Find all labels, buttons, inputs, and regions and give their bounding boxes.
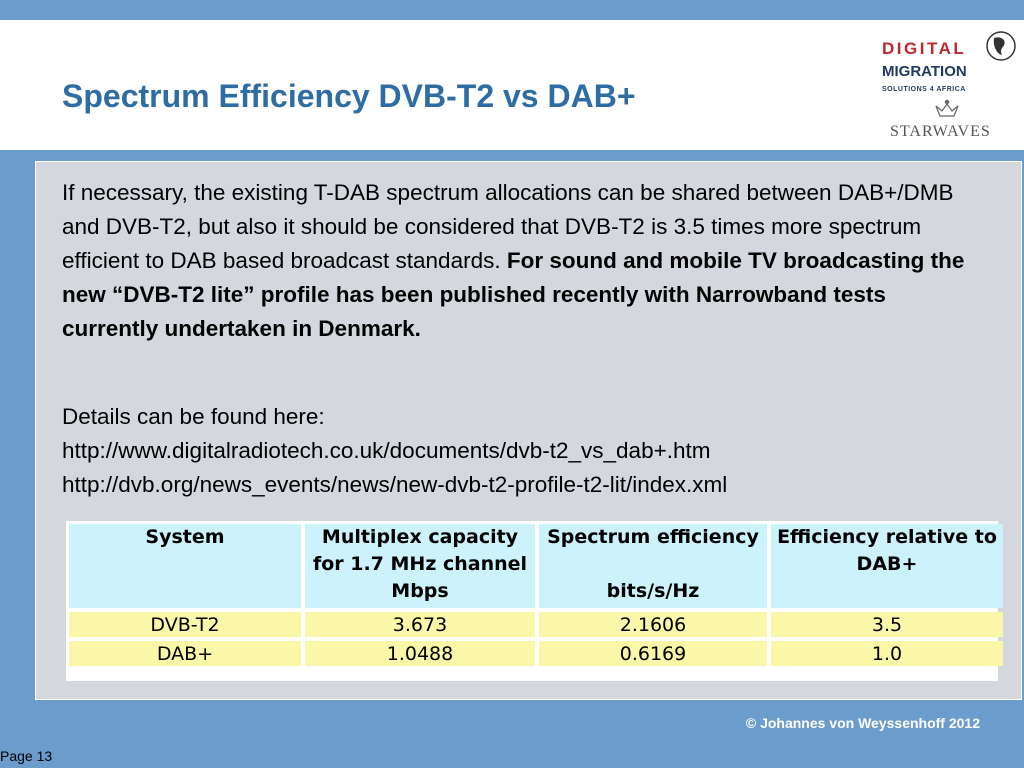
- cell-capacity: 3.673: [305, 612, 535, 637]
- header-system: System: [69, 524, 301, 608]
- link-dvb-org[interactable]: http://dvb.org/news_events/news/new-dvb-…: [62, 472, 728, 497]
- intro-regular-text: If necessary, the existing T-DAB spectru…: [62, 180, 954, 273]
- logo-line3: SOLUTIONS 4 AFRICA: [882, 86, 966, 93]
- header-efficiency-relative: Efficiency relative to DAB+: [771, 524, 1003, 608]
- table-row: DVB-T2 3.673 2.1606 3.5: [69, 612, 1003, 637]
- crown-icon: [935, 99, 959, 117]
- table-header-row: System Multiplex capacity for 1.7 MHz ch…: [69, 524, 1003, 608]
- details-label: Details can be found here:: [62, 404, 325, 429]
- cell-relative: 1.0: [771, 641, 1003, 666]
- copyright-footer: © Johannes von Weyssenhoff 2012: [745, 715, 980, 731]
- digital-migration-logo: DIGITAL MIGRATION SOLUTIONS 4 AFRICA STA…: [882, 31, 1016, 140]
- comparison-table: System Multiplex capacity for 1.7 MHz ch…: [65, 520, 1007, 670]
- intro-bold-text: For sound and mobile TV broadcasting the…: [62, 248, 965, 341]
- slide-header: [0, 20, 1024, 150]
- cell-system: DVB-T2: [69, 612, 301, 637]
- details-block: Details can be found here: http://www.di…: [62, 400, 982, 502]
- logo-line1: DIGITAL: [882, 39, 966, 58]
- logo-line2: MIGRATION: [882, 63, 967, 80]
- cell-capacity: 1.0488: [305, 641, 535, 666]
- comparison-table-frame: System Multiplex capacity for 1.7 MHz ch…: [66, 521, 1003, 681]
- header-spectrum-efficiency: Spectrum efficiency bits/s/Hz: [539, 524, 767, 608]
- top-strip: [0, 0, 1024, 20]
- header-multiplex-capacity: Multiplex capacity for 1.7 MHz channel M…: [305, 524, 535, 608]
- link-digitalradiotech[interactable]: http://www.digitalradiotech.co.uk/docume…: [62, 438, 711, 463]
- globe-icon: [986, 31, 1016, 61]
- cell-efficiency: 0.6169: [539, 641, 767, 666]
- cell-relative: 3.5: [771, 612, 1003, 637]
- logo-brand: STARWAVES: [890, 123, 991, 140]
- table-row: DAB+ 1.0488 0.6169 1.0: [69, 641, 1003, 666]
- cell-system: DAB+: [69, 641, 301, 666]
- slide-title: Spectrum Efficiency DVB-T2 vs DAB+: [62, 78, 636, 114]
- cell-efficiency: 2.1606: [539, 612, 767, 637]
- page-number: Page 13: [0, 748, 53, 764]
- intro-paragraph: If necessary, the existing T-DAB spectru…: [62, 176, 982, 346]
